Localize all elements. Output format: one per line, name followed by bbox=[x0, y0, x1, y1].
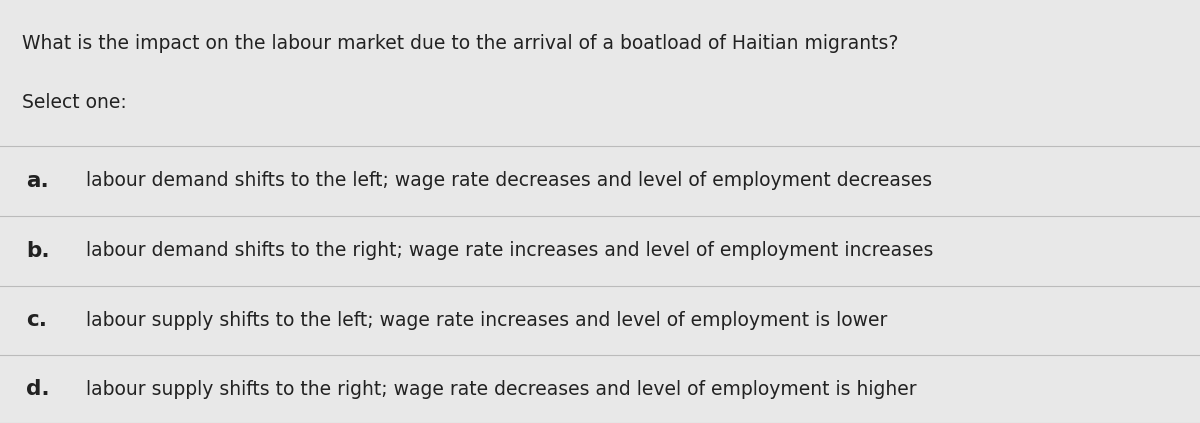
Text: c.: c. bbox=[26, 310, 48, 330]
Text: labour supply shifts to the left; wage rate increases and level of employment is: labour supply shifts to the left; wage r… bbox=[86, 311, 888, 330]
Text: What is the impact on the labour market due to the arrival of a boatload of Hait: What is the impact on the labour market … bbox=[22, 34, 898, 53]
Text: a.: a. bbox=[26, 171, 49, 191]
Text: d.: d. bbox=[26, 379, 50, 399]
Text: labour supply shifts to the right; wage rate decreases and level of employment i: labour supply shifts to the right; wage … bbox=[86, 380, 917, 398]
Text: labour demand shifts to the left; wage rate decreases and level of employment de: labour demand shifts to the left; wage r… bbox=[86, 171, 932, 190]
Text: b.: b. bbox=[26, 241, 50, 261]
Text: Select one:: Select one: bbox=[22, 93, 126, 112]
Text: labour demand shifts to the right; wage rate increases and level of employment i: labour demand shifts to the right; wage … bbox=[86, 241, 934, 260]
